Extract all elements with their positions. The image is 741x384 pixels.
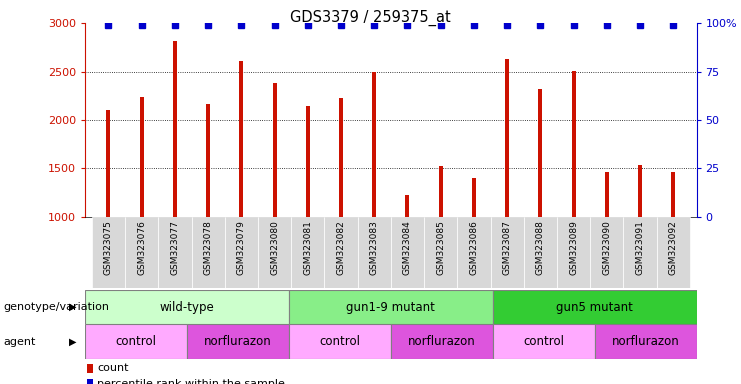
Bar [306,106,310,217]
Text: GSM323077: GSM323077 [170,220,179,275]
Bar [457,217,491,288]
Bar [605,172,609,217]
Text: GSM323081: GSM323081 [303,220,312,275]
Text: GDS3379 / 259375_at: GDS3379 / 259375_at [290,10,451,26]
Bar [657,217,690,288]
Bar [206,104,210,217]
Bar [258,217,291,288]
Text: GSM323080: GSM323080 [270,220,279,275]
Text: GSM323078: GSM323078 [204,220,213,275]
Bar [638,165,642,217]
Bar [225,217,258,288]
Bar [339,98,343,217]
Bar [405,195,410,217]
Text: GSM323090: GSM323090 [602,220,611,275]
Bar [557,217,591,288]
Text: GSM323076: GSM323076 [137,220,146,275]
Text: wild-type: wild-type [160,301,214,314]
Bar [594,324,697,359]
Text: genotype/variation: genotype/variation [4,302,110,312]
Bar [187,324,289,359]
Bar [505,59,509,217]
Bar [539,89,542,217]
Bar [671,172,675,217]
Text: norflurazon: norflurazon [205,335,272,348]
Bar [125,217,159,288]
Text: GSM323084: GSM323084 [403,220,412,275]
Bar [571,71,576,217]
Bar [591,217,623,288]
Bar [140,97,144,217]
Text: control: control [523,335,564,348]
Text: GSM323079: GSM323079 [237,220,246,275]
Bar [87,364,93,373]
Text: control: control [116,335,156,348]
Bar [439,166,442,217]
Bar [191,217,225,288]
Bar [173,41,177,217]
Bar [472,178,476,217]
Bar [107,110,110,217]
Text: GSM323082: GSM323082 [336,220,345,275]
Text: gun1-9 mutant: gun1-9 mutant [347,301,435,314]
Bar [289,324,391,359]
Text: GSM323085: GSM323085 [436,220,445,275]
Text: GSM323087: GSM323087 [502,220,512,275]
Bar [273,83,276,217]
Bar [289,290,493,324]
Text: norflurazon: norflurazon [408,335,476,348]
Bar [493,290,697,324]
Bar [491,217,524,288]
Text: percentile rank within the sample: percentile rank within the sample [97,379,285,384]
Bar [325,217,358,288]
Bar [391,217,424,288]
Bar [159,217,191,288]
Bar [239,61,243,217]
Bar [85,324,187,359]
Bar [623,217,657,288]
Text: ▶: ▶ [69,302,76,312]
Text: gun5 mutant: gun5 mutant [556,301,633,314]
Text: control: control [319,335,360,348]
Bar [87,379,93,384]
Text: GSM323086: GSM323086 [470,220,479,275]
Text: GSM323092: GSM323092 [669,220,678,275]
Bar [372,71,376,217]
Bar [85,290,289,324]
Bar [524,217,557,288]
Bar [358,217,391,288]
Text: GSM323089: GSM323089 [569,220,578,275]
Bar [391,324,493,359]
Text: norflurazon: norflurazon [612,335,679,348]
Bar [493,324,594,359]
Text: GSM323075: GSM323075 [104,220,113,275]
Bar [291,217,325,288]
Text: GSM323083: GSM323083 [370,220,379,275]
Text: agent: agent [4,337,36,347]
Text: GSM323091: GSM323091 [636,220,645,275]
Bar [92,217,125,288]
Text: count: count [97,363,128,373]
Bar [424,217,457,288]
Text: ▶: ▶ [69,337,76,347]
Text: GSM323088: GSM323088 [536,220,545,275]
